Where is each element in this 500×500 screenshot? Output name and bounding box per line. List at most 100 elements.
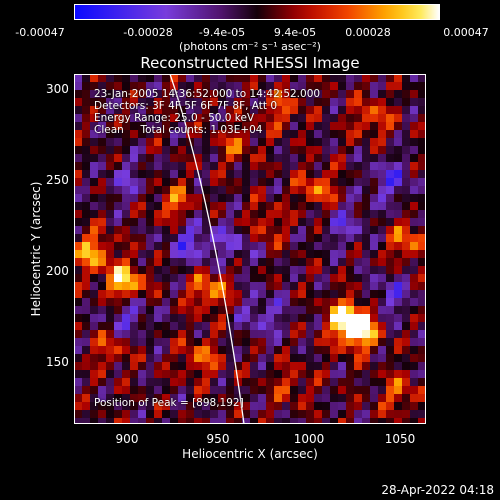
heatmap-cell xyxy=(138,354,146,362)
heatmap-cell xyxy=(314,82,322,90)
heatmap-cell xyxy=(106,178,114,186)
heatmap-cell xyxy=(290,290,298,298)
heatmap-cell xyxy=(362,274,370,282)
heatmap-cell xyxy=(74,138,82,146)
heatmap-cell xyxy=(210,402,218,410)
y-tick-label: 250 xyxy=(46,173,69,187)
heatmap-cell xyxy=(98,146,106,154)
heatmap-cell xyxy=(418,314,426,322)
heatmap-cell xyxy=(74,154,82,162)
heatmap-cell xyxy=(130,362,138,370)
heatmap-cell xyxy=(218,394,226,402)
heatmap-cell xyxy=(106,170,114,178)
heatmap-cell xyxy=(170,210,178,218)
heatmap-cell xyxy=(122,418,130,424)
heatmap-cell xyxy=(250,402,258,410)
heatmap-cell xyxy=(314,346,322,354)
colorbar-tick-label: -0.00028 xyxy=(123,26,173,39)
heatmap-cell xyxy=(322,266,330,274)
heatmap-cell xyxy=(210,82,218,90)
heatmap-cell xyxy=(162,218,170,226)
heatmap-cell xyxy=(218,202,226,210)
heatmap-cell xyxy=(386,402,394,410)
heatmap-cell xyxy=(306,178,314,186)
heatmap-cell xyxy=(82,418,90,424)
heatmap-cell xyxy=(322,154,330,162)
heatmap-cell xyxy=(234,258,242,266)
heatmap-cell xyxy=(306,154,314,162)
heatmap-cell xyxy=(402,402,410,410)
heatmap-cell xyxy=(266,170,274,178)
heatmap-cell xyxy=(74,202,82,210)
heatmap-cell xyxy=(234,346,242,354)
heatmap-cell xyxy=(234,74,242,82)
heatmap-cell xyxy=(394,386,402,394)
heatmap-cell xyxy=(370,314,378,322)
heatmap-cell xyxy=(410,202,418,210)
heatmap-cell xyxy=(146,154,154,162)
heatmap-cell xyxy=(282,170,290,178)
heatmap-cell xyxy=(90,138,98,146)
heatmap-cell xyxy=(362,74,370,82)
heatmap-cell xyxy=(362,210,370,218)
heatmap-cell xyxy=(162,274,170,282)
heatmap-cell xyxy=(178,410,186,418)
heatmap-cell xyxy=(410,306,418,314)
heatmap-cell xyxy=(290,418,298,424)
heatmap-cell xyxy=(210,234,218,242)
heatmap-cell xyxy=(186,274,194,282)
heatmap-cell xyxy=(226,170,234,178)
heatmap-cell xyxy=(226,130,234,138)
heatmap-cell xyxy=(146,202,154,210)
heatmap-cell xyxy=(378,98,386,106)
heatmap-cell xyxy=(402,210,410,218)
heatmap-cell xyxy=(122,186,130,194)
heatmap-cell xyxy=(106,218,114,226)
heatmap-cell xyxy=(154,242,162,250)
heatmap-cell xyxy=(250,418,258,424)
heatmap-cell xyxy=(362,378,370,386)
heatmap-cell xyxy=(82,362,90,370)
heatmap-cell xyxy=(282,186,290,194)
colorbar-tick-label: 9.4e-05 xyxy=(273,26,317,39)
heatmap-cell xyxy=(402,306,410,314)
heatmap-cell xyxy=(242,298,250,306)
heatmap-cell xyxy=(258,106,266,114)
heatmap-cell xyxy=(202,274,210,282)
heatmap-cell xyxy=(370,282,378,290)
heatmap-cell xyxy=(330,354,338,362)
heatmap-cell xyxy=(154,298,162,306)
heatmap-cell xyxy=(170,298,178,306)
heatmap-cell xyxy=(250,250,258,258)
heatmap-cell xyxy=(194,266,202,274)
heatmap-cell xyxy=(218,314,226,322)
heatmap-cell xyxy=(226,146,234,154)
heatmap-cell xyxy=(250,338,258,346)
heatmap-cell xyxy=(178,362,186,370)
heatmap-cell xyxy=(338,242,346,250)
heatmap-cell xyxy=(82,266,90,274)
heatmap-cell xyxy=(210,186,218,194)
heatmap-cell xyxy=(170,402,178,410)
heatmap-cell xyxy=(242,82,250,90)
heatmap-cell xyxy=(90,378,98,386)
heatmap-cell xyxy=(106,354,114,362)
heatmap-cell xyxy=(402,314,410,322)
heatmap-cell xyxy=(410,394,418,402)
heatmap-cell xyxy=(122,370,130,378)
heatmap-cell xyxy=(186,394,194,402)
heatmap-cell xyxy=(130,90,138,98)
heatmap-cell xyxy=(234,266,242,274)
heatmap-cell xyxy=(202,146,210,154)
heatmap-cell xyxy=(258,266,266,274)
heatmap-cell xyxy=(122,170,130,178)
heatmap-cell xyxy=(130,106,138,114)
heatmap-cell xyxy=(250,306,258,314)
heatmap-cell xyxy=(322,186,330,194)
heatmap-cell xyxy=(410,250,418,258)
heatmap-cell xyxy=(410,298,418,306)
heatmap-cell xyxy=(418,418,426,424)
heatmap-cell xyxy=(186,258,194,266)
heatmap-cell xyxy=(138,242,146,250)
heatmap-cell xyxy=(170,354,178,362)
